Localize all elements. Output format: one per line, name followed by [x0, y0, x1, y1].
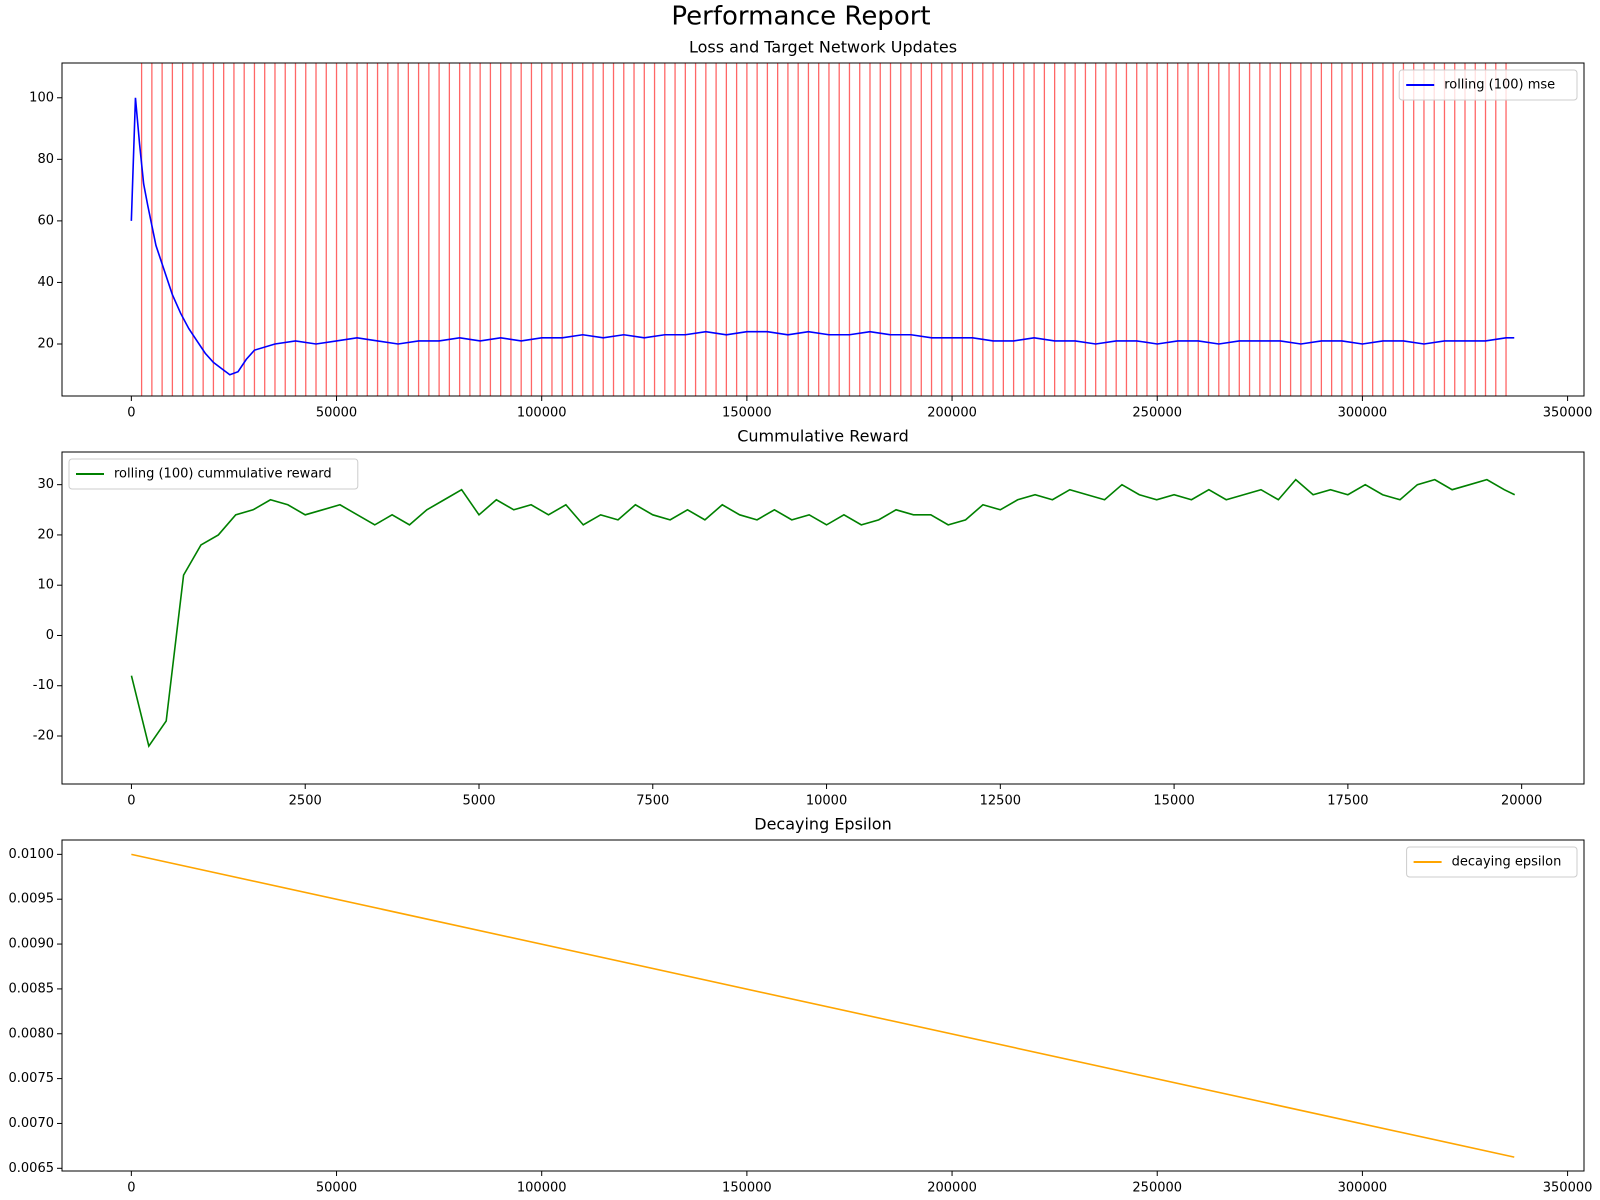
x-tick-label: 10000: [806, 794, 847, 809]
x-tick-label: 200000: [927, 406, 977, 421]
x-tick-label: 150000: [722, 1181, 772, 1196]
y-tick-label: 100: [29, 90, 54, 105]
x-tick-label: 2500: [289, 794, 322, 809]
x-tick-label: 100000: [517, 406, 567, 421]
plot-area: [131, 853, 1515, 1158]
y-tick-label: 0.0080: [9, 1026, 55, 1041]
x-tick-label: 0: [127, 794, 135, 809]
x-tick-label: 350000: [1543, 406, 1593, 421]
x-tick-label: 0: [127, 406, 135, 421]
y-tick-label: 80: [37, 152, 54, 167]
y-tick-label: 20: [37, 336, 54, 351]
x-tick-label: 5000: [462, 794, 495, 809]
y-tick-label: 30: [37, 477, 54, 492]
x-tick-label: 15000: [1153, 794, 1194, 809]
axes-frame: [61, 839, 1585, 1172]
subplot-title: Loss and Target Network Updates: [689, 38, 957, 57]
y-tick-label: 0.0095: [9, 892, 55, 907]
y-tick-label: 0.0085: [9, 981, 55, 996]
x-tick-label: 50000: [316, 1181, 357, 1196]
legend-label: rolling (100) cummulative reward: [114, 467, 332, 482]
y-tick-label: 20: [37, 527, 54, 542]
y-tick-label: 0: [46, 628, 54, 643]
x-tick-label: 150000: [722, 406, 772, 421]
y-tick-label: 0.0065: [9, 1161, 55, 1176]
x-tick-label: 350000: [1543, 1181, 1593, 1196]
x-tick-label: 12500: [980, 794, 1021, 809]
legend-box: [1406, 846, 1578, 878]
legend-box: [68, 458, 359, 490]
y-tick-label: 0.0100: [9, 847, 55, 862]
y-tick-label: 0.0075: [9, 1071, 55, 1086]
y-tick-label: -20: [33, 728, 54, 743]
x-tick-label: 50000: [316, 406, 357, 421]
plot-area: [130, 63, 1515, 396]
x-tick-label: 250000: [1132, 1181, 1182, 1196]
data-line: [131, 853, 1515, 1158]
figure-title: Performance Report: [671, 2, 930, 32]
legend-label: rolling (100) mse: [1444, 78, 1555, 93]
y-tick-label: 0.0070: [9, 1116, 55, 1131]
x-tick-label: 300000: [1338, 406, 1388, 421]
y-tick-label: -10: [33, 678, 54, 693]
y-tick-label: 60: [37, 213, 54, 228]
axes-frame: [61, 451, 1585, 785]
x-tick-label: 200000: [927, 1181, 977, 1196]
y-tick-label: 0.0090: [9, 937, 55, 952]
y-tick-label: 10: [37, 578, 54, 593]
x-tick-label: 7500: [636, 794, 669, 809]
x-tick-label: 250000: [1132, 406, 1182, 421]
y-tick-label: 40: [37, 275, 54, 290]
axes-frame: [61, 62, 1585, 397]
plot-area: [130, 478, 1516, 748]
x-tick-label: 100000: [517, 1181, 567, 1196]
legend-box: [1398, 69, 1578, 101]
data-line: [130, 478, 1516, 748]
data-line: [130, 97, 1515, 376]
x-tick-label: 0: [127, 1181, 135, 1196]
subplot-title: Cummulative Reward: [737, 427, 909, 446]
x-tick-label: 300000: [1338, 1181, 1388, 1196]
legend-label: decaying epsilon: [1452, 855, 1562, 870]
x-tick-label: 20000: [1501, 794, 1542, 809]
subplot-title: Decaying Epsilon: [754, 815, 891, 834]
x-tick-label: 17500: [1327, 794, 1368, 809]
